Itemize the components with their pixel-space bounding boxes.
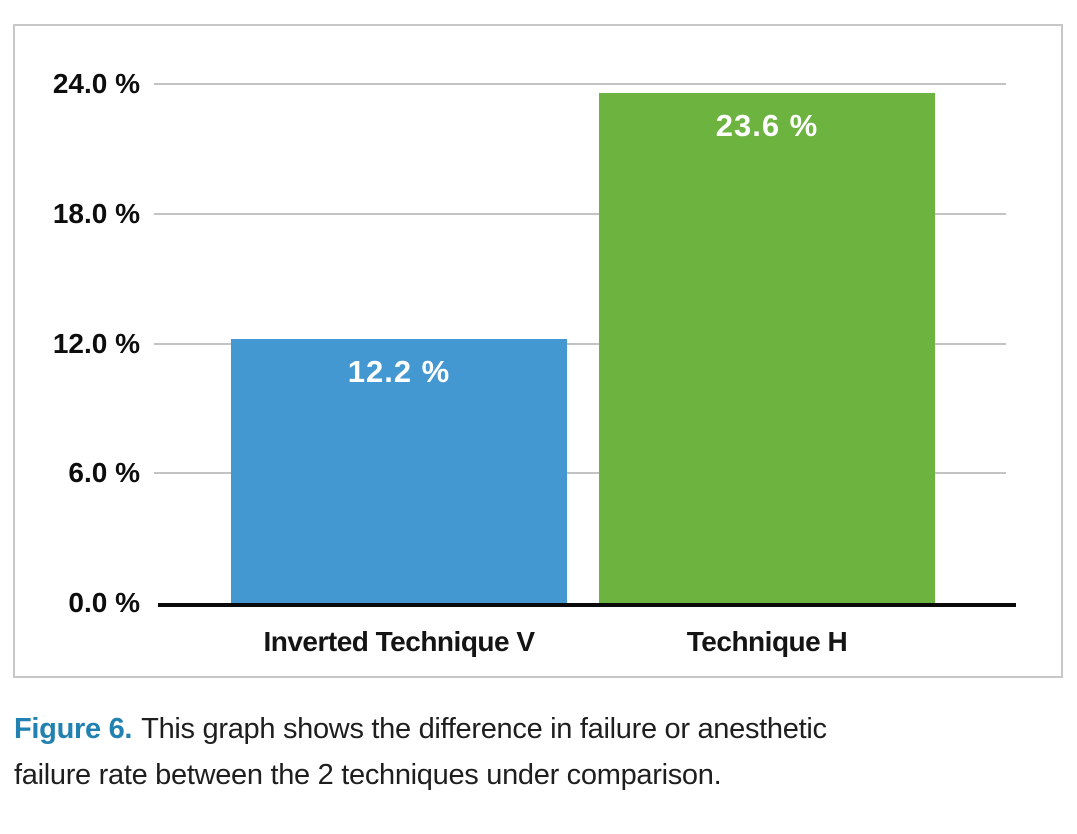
gridline-12 [154,342,1006,345]
bar-value-label-inverted-technique-v: 12.2 % [347,354,451,390]
bar-value-label-technique-h: 23.6 % [715,107,819,143]
bar-technique-h: 23.6 % [599,92,935,603]
gridline-24 [154,83,1006,85]
plot-area: 12.2 % Inverted Technique V 23.6 % Techniqu… [154,83,1016,657]
x-axis-line [158,603,1016,607]
x-category-label-inverted-technique-v: Inverted Technique V [263,626,535,657]
gridline-6 [154,472,1006,475]
y-tick-label-6: 6.0 % [68,457,140,489]
y-tick-label-18: 18.0 % [52,197,140,229]
x-category-label-technique-h: Technique H [686,626,848,657]
y-tick-label-0: 0.0 % [68,587,140,618]
figure-caption-line2: failure rate between the 2 techniques un… [14,759,722,791]
bar-inverted-technique-v: 12.2 % [231,339,567,603]
figure-caption-line1: This graph shows the difference in failu… [141,713,827,745]
y-tick-label-12: 12.0 % [52,327,140,359]
figure-caption: Figure 6. This graph shows the difference… [14,706,1054,798]
figure-caption-label: Figure 6. [14,713,133,745]
gridline-18 [154,212,1006,215]
chart-panel: 12.2 % Inverted Technique V 23.6 % Techniqu… [13,24,1063,678]
y-tick-label-24: 24.0 % [52,68,140,99]
